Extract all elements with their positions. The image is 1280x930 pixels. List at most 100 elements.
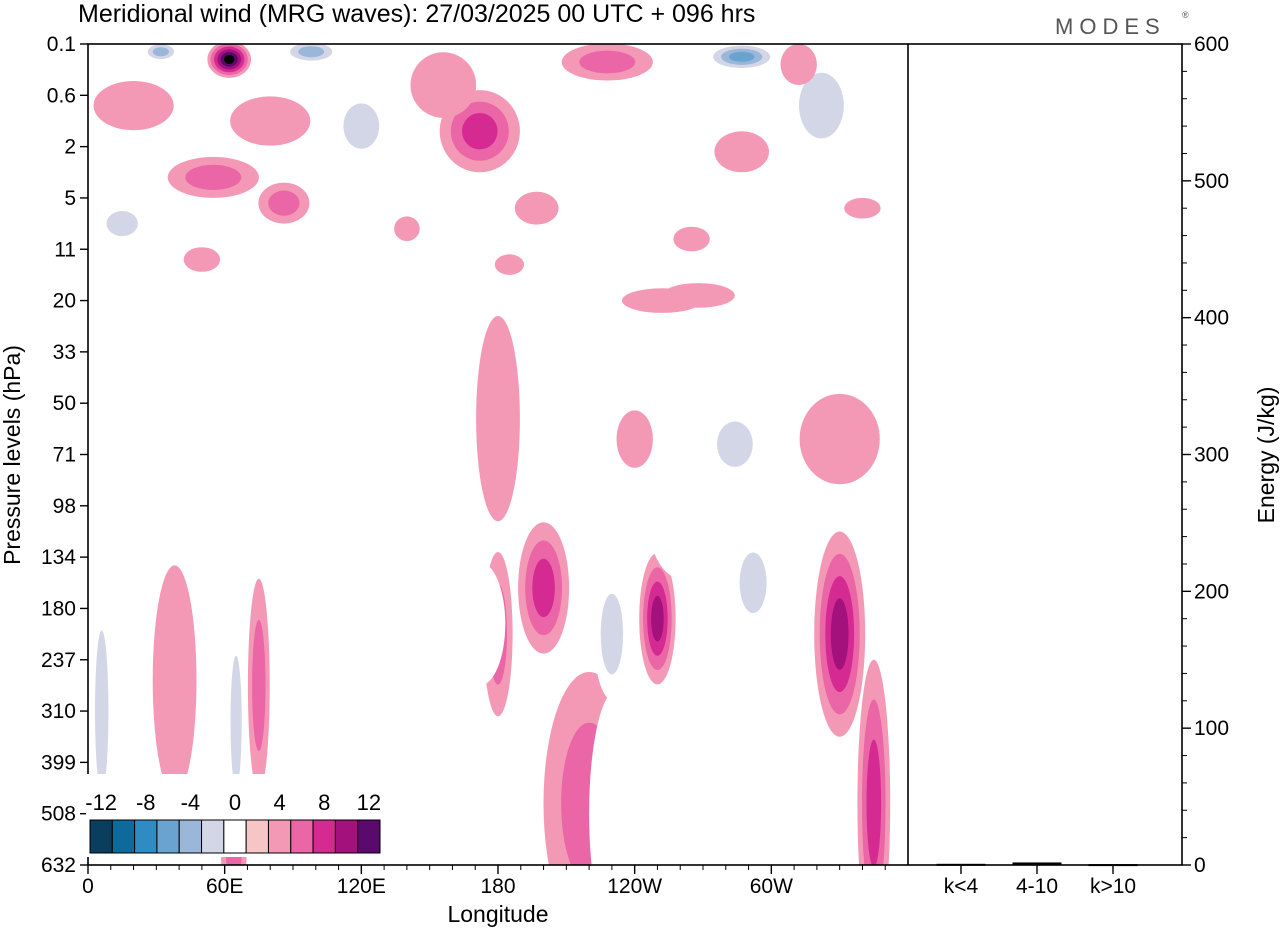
contour-level	[532, 558, 555, 618]
energy-bars: k<4 4-10 k>10	[936, 862, 1138, 898]
contour-blob	[514, 191, 559, 225]
colorbar-swatch	[245, 819, 269, 854]
contour-level	[844, 197, 881, 219]
contour-blob	[593, 568, 631, 700]
colorbar-swatch	[111, 819, 136, 854]
colorbar-swatch	[89, 819, 113, 854]
y-tick-label: 98	[53, 495, 76, 518]
contour-level	[616, 410, 653, 468]
y-tick-label: 0.1	[47, 33, 76, 56]
energy-tick-label: 500	[1194, 170, 1229, 193]
colorbar: -12 -8 -4 0 4 8 12	[85, 774, 384, 857]
contour-blob	[93, 81, 174, 131]
y-tick-label: 5	[64, 187, 76, 210]
energy-tick-label: 0	[1194, 854, 1206, 877]
contour-level	[739, 552, 767, 614]
x-tick-label: 0	[82, 875, 94, 898]
contour-level	[799, 72, 844, 139]
colorbar-swatch	[201, 819, 225, 854]
contour-blob	[476, 316, 520, 522]
y-tick-label: 0.6	[47, 84, 76, 107]
colorbar-label: -8	[136, 790, 156, 815]
y-tick-label: 2	[64, 136, 76, 159]
colorbar-label: -12	[85, 790, 117, 815]
x-tick-label: 60E	[206, 875, 243, 898]
contour-blob	[639, 553, 676, 685]
contour-blob	[167, 156, 259, 198]
contour-blob	[561, 44, 653, 81]
y-tick-label: 134	[41, 546, 76, 569]
contour-level	[252, 619, 266, 752]
y-tick-label: 50	[53, 392, 76, 415]
x-tick-label: 120E	[337, 875, 386, 898]
energy-category-label: k<4	[944, 875, 979, 898]
contour-blob	[454, 562, 506, 686]
contour-level	[410, 52, 477, 118]
y-tick-label: 180	[41, 597, 76, 620]
contour-level	[106, 211, 138, 237]
energy-tick-label: 400	[1194, 307, 1229, 330]
y-axis-left: 0.1 0.6 2 5 11 20 33 50 71 98 134 180 237 310 399 508 63…	[41, 33, 88, 877]
energy-bar	[1012, 862, 1062, 866]
colorbar-swatch	[334, 819, 359, 854]
contour-level	[268, 190, 300, 216]
contour-level	[729, 51, 755, 62]
contour-level	[673, 226, 710, 252]
contour-level	[462, 113, 498, 150]
contour-level	[714, 131, 769, 173]
colorbar-label: 8	[318, 790, 330, 815]
contour-level	[717, 421, 753, 467]
colorbar-swatch	[312, 819, 336, 854]
contour-level	[579, 50, 636, 74]
contour-blob	[705, 44, 779, 72]
contour-blob	[142, 44, 180, 62]
heatmap-field	[90, 44, 891, 865]
colorbar-swatch	[357, 819, 381, 854]
colorbar-label: 0	[229, 790, 241, 815]
contour-level	[93, 81, 174, 131]
energy-tick-label: 200	[1194, 580, 1229, 603]
contour-level	[514, 191, 559, 225]
contour-blob	[673, 226, 710, 252]
energy-tick-label: 100	[1194, 717, 1229, 740]
contour-level	[650, 482, 724, 581]
y-tick-label: 11	[54, 238, 76, 261]
contour-level	[799, 393, 880, 485]
y-tick-label: 310	[41, 700, 76, 723]
contour-level	[298, 46, 325, 58]
y-tick-label: 33	[53, 341, 76, 364]
energy-category-label: k>10	[1090, 875, 1136, 898]
y-tick-label: 508	[41, 803, 76, 826]
colorbar-label: 4	[273, 790, 285, 815]
colorbar-swatch	[178, 819, 203, 854]
colorbar-swatch	[156, 819, 180, 854]
contour-level	[514, 291, 596, 321]
contour-blob	[780, 44, 817, 85]
contour-level	[607, 89, 662, 163]
contour-blob	[607, 89, 662, 163]
contour-level	[343, 103, 380, 149]
contour-blob	[714, 131, 769, 173]
y-tick-label: 20	[53, 290, 76, 313]
contour-blob	[662, 283, 735, 308]
contour-blob	[844, 197, 881, 219]
contour-blob	[183, 247, 221, 272]
x-tick-label: 120W	[607, 875, 662, 898]
contour-blob	[494, 254, 524, 275]
contour-blob	[207, 44, 252, 78]
contour-blob	[394, 216, 420, 241]
contour-level	[152, 565, 197, 796]
contour-level	[230, 96, 311, 146]
contour-level	[830, 598, 849, 670]
contour-blob	[410, 52, 477, 118]
colorbar-swatch	[267, 819, 292, 854]
contour-level	[388, 421, 426, 488]
x-tick-label: 180	[480, 875, 515, 898]
contour-level	[394, 216, 420, 241]
y-tick-label: 632	[41, 854, 76, 877]
contour-blob	[230, 96, 311, 146]
colorbar-label: -4	[181, 790, 201, 815]
x-tick-label: 60W	[750, 875, 793, 898]
contour-level	[494, 254, 524, 275]
colorbar-swatch	[290, 819, 314, 854]
